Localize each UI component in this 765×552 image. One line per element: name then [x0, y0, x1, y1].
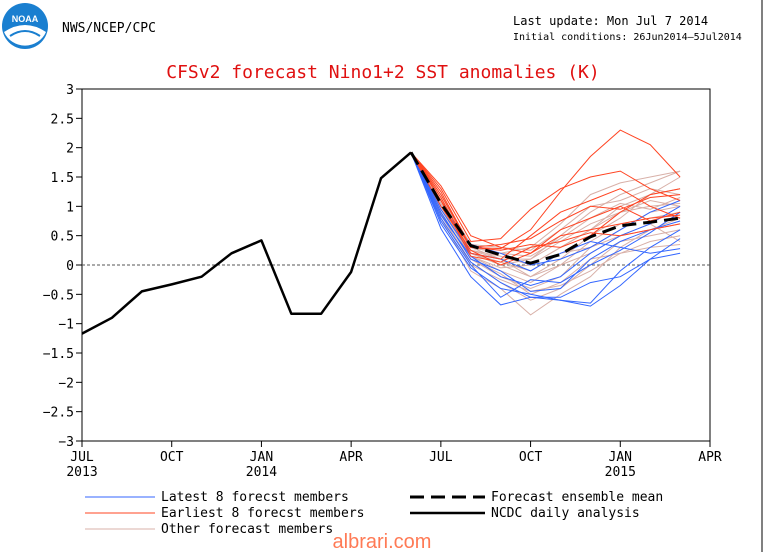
forecast-member-other [410, 152, 681, 266]
chart-title: CFSv2 forecast Nino1+2 SST anomalies (K) [166, 62, 599, 83]
y-tick-label: 0.5 [51, 230, 74, 245]
tick-labels: 32.521.510.50−0.5−1−1.5−2−2.5−3JUL2013OC… [43, 83, 722, 480]
y-tick-label: 1.5 [51, 171, 74, 186]
forecast-member-earliest [410, 129, 681, 250]
legend-mean-label: Forecast ensemble mean [491, 490, 663, 505]
legend-other-label: Other forecast members [161, 522, 333, 537]
x-tick-year-label: 2013 [66, 465, 97, 480]
x-tick-label: JAN [250, 450, 273, 465]
y-tick-label: −1 [58, 318, 74, 333]
x-tick-year-label: 2014 [246, 465, 277, 480]
x-tick-label: JUL [70, 450, 94, 465]
x-tick-label: JUL [429, 450, 453, 465]
forecast-member-other [410, 152, 681, 260]
x-tick-year-label: 2015 [605, 465, 636, 480]
axes [76, 88, 711, 447]
legend-observed-label: NCDC daily analysis [491, 506, 640, 521]
x-tick-label: APR [698, 450, 722, 465]
y-tick-label: 1 [66, 200, 74, 215]
y-tick-label: −1.5 [43, 347, 74, 362]
legend-latest-label: Latest 8 forecst members [161, 490, 349, 505]
last-update: Last update: Mon Jul 7 2014 [513, 14, 708, 28]
watermark: albrari.com [333, 531, 432, 552]
y-tick-label: −0.5 [43, 288, 74, 303]
observed-line [81, 151, 412, 335]
forecast-member-latest [410, 152, 681, 307]
y-tick-label: 0 [66, 259, 74, 274]
legend-earliest-label: Earliest 8 forecst members [161, 506, 365, 521]
forecast-member-earliest [410, 152, 681, 260]
y-tick-label: 2 [66, 142, 74, 157]
x-tick-label: OCT [160, 450, 184, 465]
y-tick-label: 3 [66, 83, 74, 98]
main-series-layer [81, 151, 681, 335]
forecast-member-latest [410, 152, 681, 298]
members-layer [410, 129, 681, 316]
plot-frame [81, 88, 711, 442]
initial-conditions: Initial conditions: 26Jun2014–5Jul2014 [513, 32, 742, 43]
noaa-logo-text: NOAA [12, 14, 39, 24]
legend: Latest 8 forecst members Earliest 8 fore… [85, 490, 663, 537]
x-tick-label: APR [339, 450, 363, 465]
noaa-logo: NOAA [2, 3, 48, 49]
agency-label: NWS/NCEP/CPC [62, 21, 156, 36]
forecast-member-latest [410, 152, 681, 306]
forecast-member-earliest [410, 152, 681, 243]
forecast-member-earliest [410, 152, 681, 263]
ensemble-mean-line [409, 151, 681, 265]
x-tick-label: JAN [609, 450, 632, 465]
y-tick-label: −2.5 [43, 406, 74, 421]
x-tick-label: OCT [519, 450, 543, 465]
y-tick-label: −2 [58, 376, 74, 391]
y-tick-label: 2.5 [51, 112, 74, 127]
y-tick-label: −3 [58, 435, 74, 450]
